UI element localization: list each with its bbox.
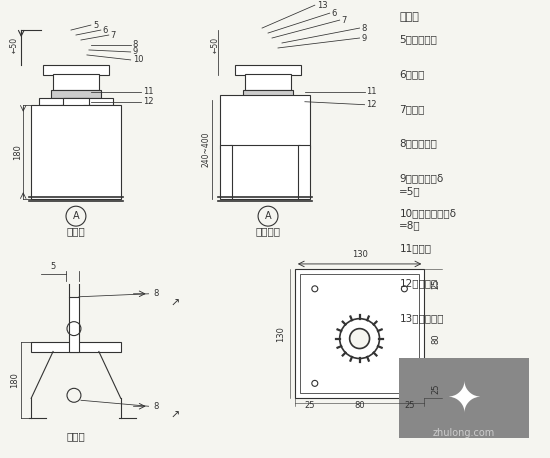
Text: 7: 7 — [111, 31, 116, 39]
Text: 12: 12 — [142, 97, 153, 106]
Text: 7: 7 — [342, 16, 347, 25]
Bar — [300, 274, 419, 393]
Text: ←50: ←50 — [10, 37, 19, 53]
Bar — [295, 269, 424, 398]
Text: 9: 9 — [133, 48, 138, 56]
Text: ←50: ←50 — [211, 37, 220, 53]
Text: 6: 6 — [332, 9, 337, 18]
Bar — [83, 105, 90, 159]
Text: 12．防水层: 12．防水层 — [399, 278, 438, 288]
Text: 6: 6 — [103, 26, 108, 34]
Bar — [63, 98, 89, 114]
Text: 80: 80 — [432, 333, 441, 344]
Bar — [51, 90, 101, 98]
Text: 8: 8 — [361, 23, 367, 33]
Text: 预埋件: 预埋件 — [67, 431, 85, 441]
Text: 预埋件: 预埋件 — [67, 226, 85, 236]
Text: 8: 8 — [133, 40, 138, 49]
Text: ↗: ↗ — [171, 411, 180, 421]
Text: 180: 180 — [10, 372, 19, 388]
Text: 13: 13 — [317, 0, 327, 10]
Bar — [253, 105, 260, 159]
Text: 25: 25 — [432, 278, 441, 289]
Text: ✦: ✦ — [447, 379, 482, 421]
Text: 25: 25 — [404, 401, 415, 410]
Circle shape — [350, 329, 370, 349]
Text: 10: 10 — [133, 55, 143, 65]
Text: 11: 11 — [142, 87, 153, 96]
Bar — [255, 98, 281, 114]
Text: 5．焊接螺栓: 5．焊接螺栓 — [399, 34, 437, 44]
Bar — [31, 105, 121, 199]
Bar — [39, 98, 113, 105]
Bar — [243, 90, 293, 98]
Text: zhulong.com: zhulong.com — [433, 428, 495, 438]
Text: 9: 9 — [361, 33, 367, 43]
Text: 80: 80 — [354, 401, 365, 410]
Bar — [230, 145, 300, 199]
Text: 13．预埋螺栓: 13．预埋螺栓 — [399, 313, 444, 323]
Text: 25: 25 — [305, 401, 315, 410]
Bar — [69, 297, 79, 351]
Bar — [220, 95, 310, 149]
Text: A: A — [265, 211, 271, 221]
Bar — [399, 359, 529, 438]
Text: 180: 180 — [13, 145, 22, 160]
Text: ↗: ↗ — [171, 299, 180, 309]
Text: 8: 8 — [153, 402, 158, 411]
Bar — [275, 105, 282, 159]
Bar — [245, 74, 291, 90]
Text: 11: 11 — [366, 87, 377, 96]
Text: 10．预埋钢板（δ
=8）: 10．预埋钢板（δ =8） — [399, 208, 456, 230]
Text: 5: 5 — [51, 262, 56, 272]
Bar — [298, 145, 310, 199]
Text: 12: 12 — [366, 100, 377, 109]
Text: 图例：: 图例： — [399, 12, 419, 22]
Text: 25: 25 — [432, 383, 441, 393]
Bar — [31, 342, 121, 351]
Text: A: A — [73, 211, 79, 221]
Bar — [235, 65, 301, 75]
Bar — [231, 98, 305, 105]
Text: 6．螺母: 6．螺母 — [399, 69, 425, 79]
Text: 130: 130 — [277, 326, 285, 342]
Text: 预埋螺栓: 预埋螺栓 — [256, 226, 280, 236]
Text: 130: 130 — [351, 250, 367, 259]
Text: 8．风机底座: 8．风机底座 — [399, 138, 437, 148]
Text: 5: 5 — [93, 21, 98, 30]
Bar — [61, 105, 68, 159]
Bar — [220, 145, 232, 199]
Text: 11．基础: 11．基础 — [399, 243, 431, 253]
Bar — [53, 74, 99, 90]
Text: 9．橡胶垫（δ
=5）: 9．橡胶垫（δ =5） — [399, 174, 444, 196]
Bar — [43, 65, 109, 75]
Text: 240~400: 240~400 — [202, 132, 211, 167]
Text: 7．垫片: 7．垫片 — [399, 104, 425, 114]
Text: 8: 8 — [153, 289, 158, 298]
